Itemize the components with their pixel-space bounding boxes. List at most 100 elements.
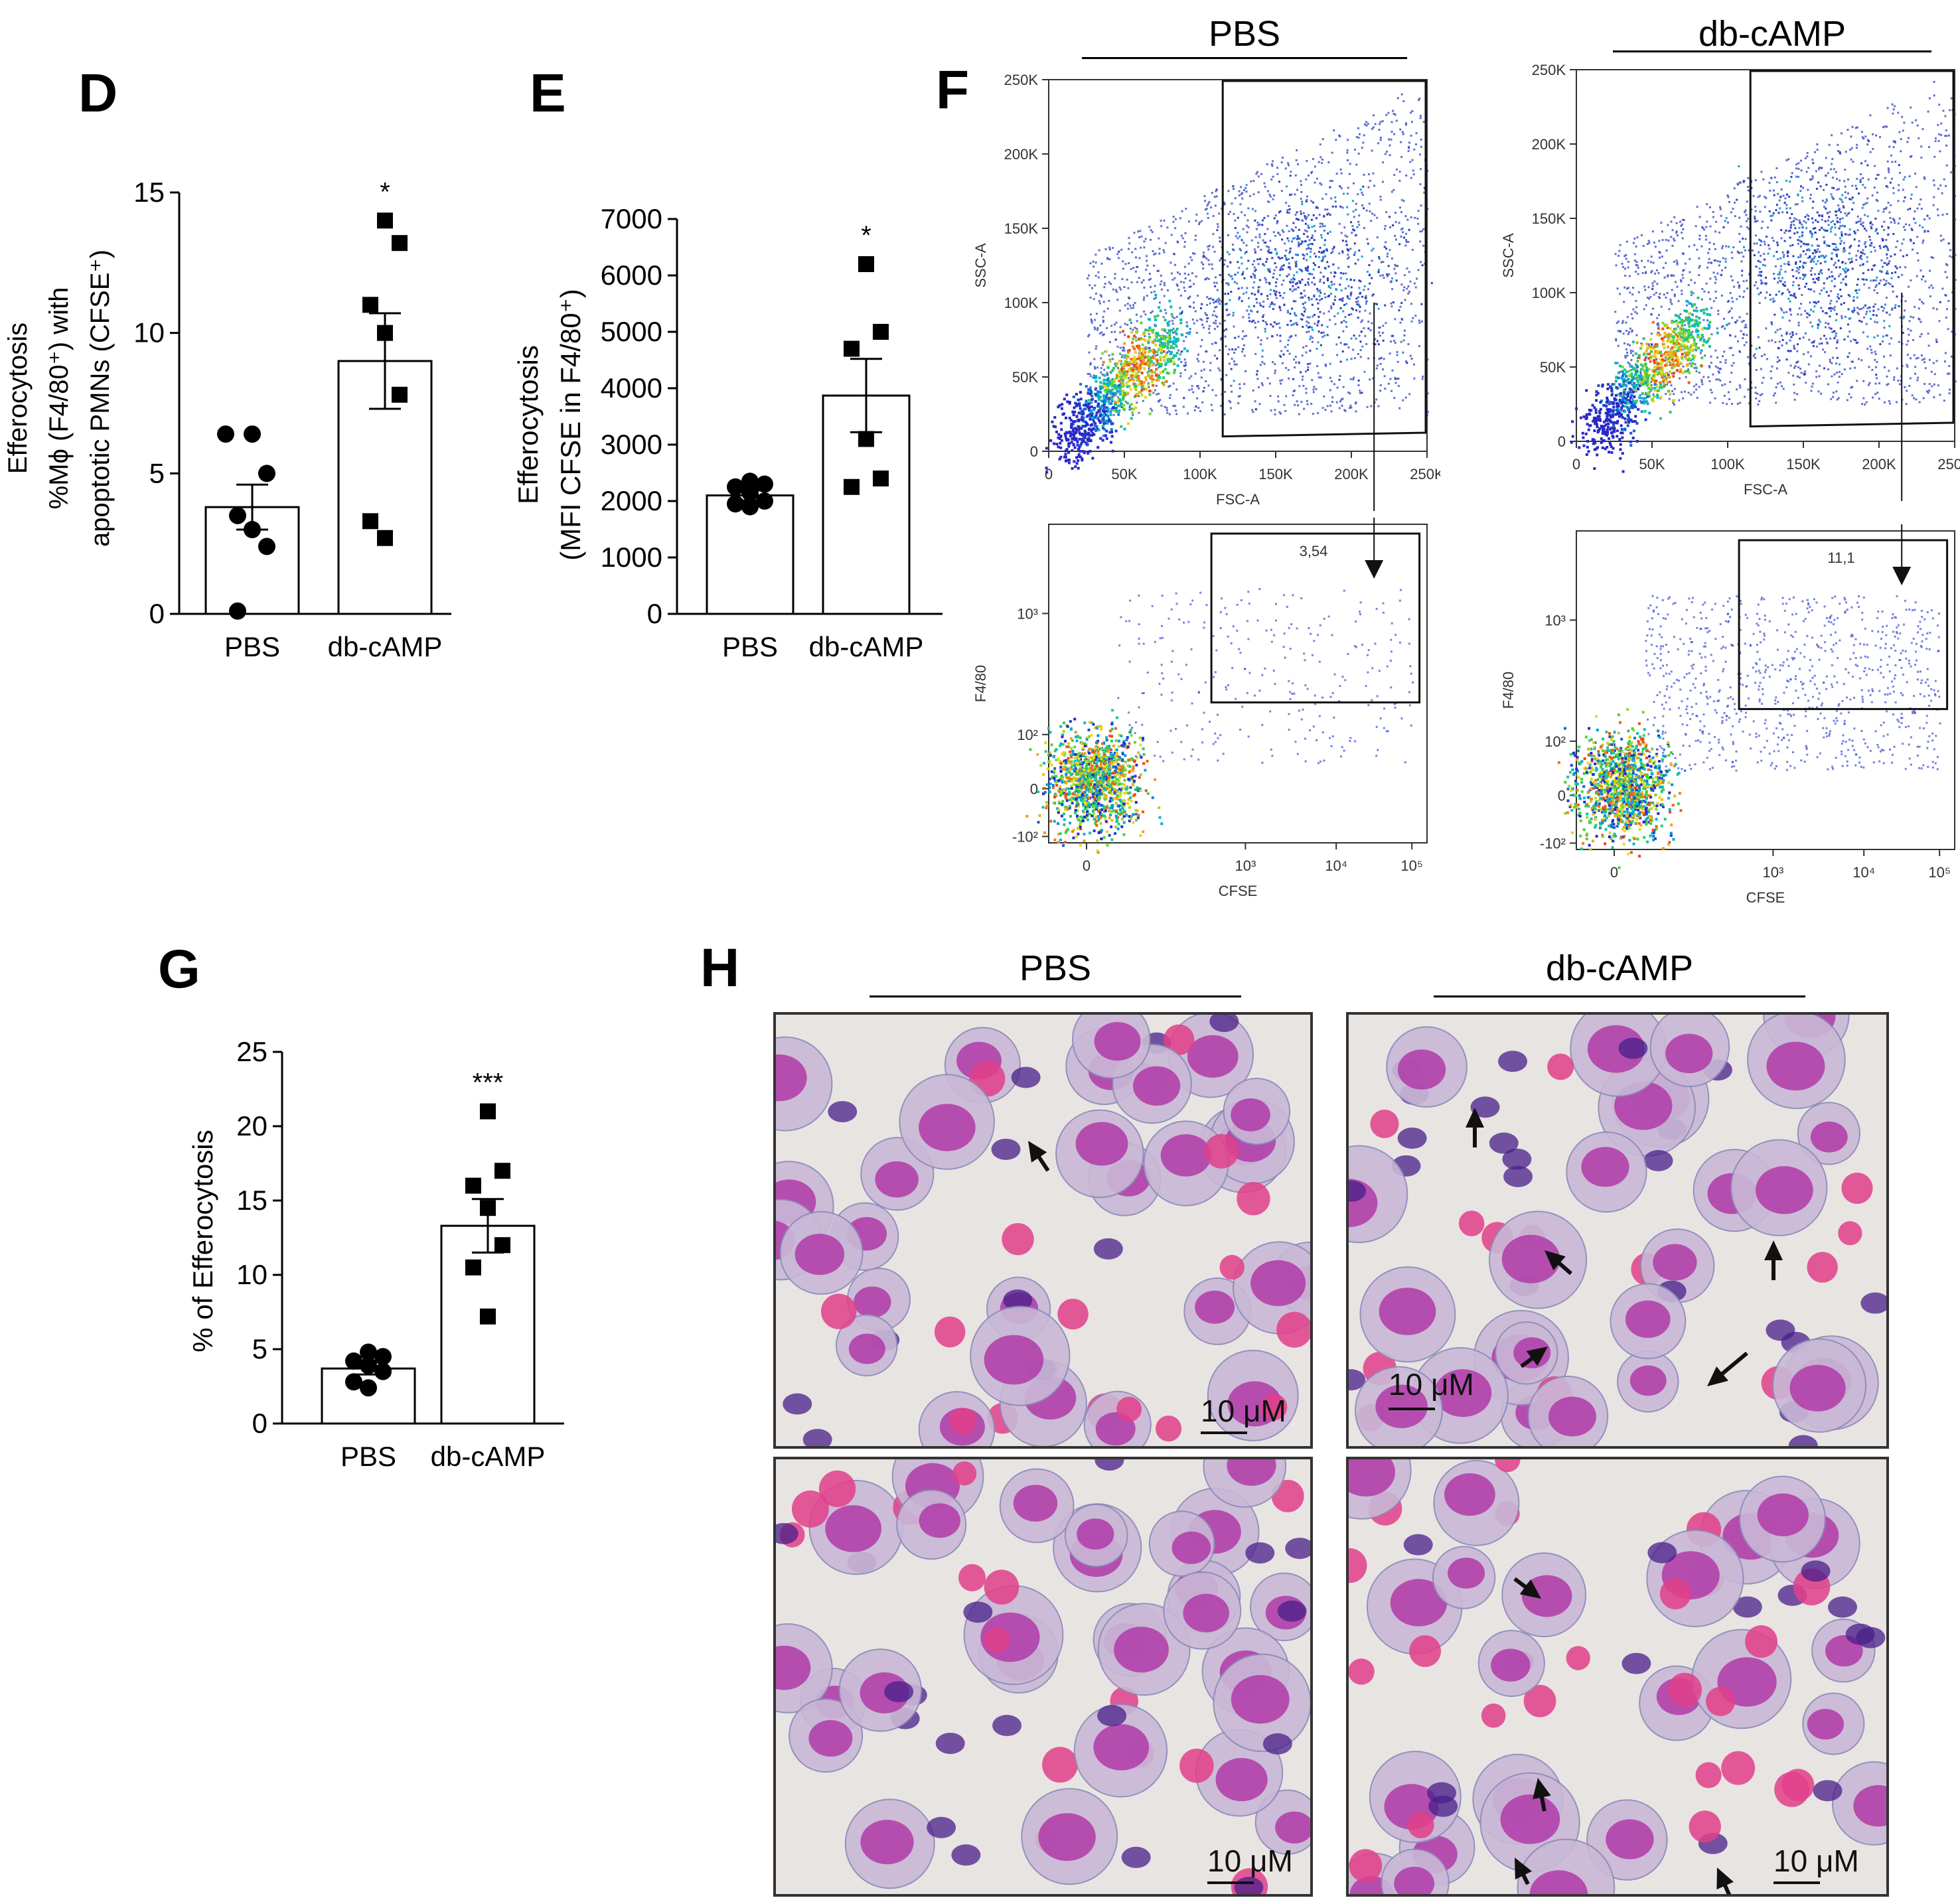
data-point	[494, 1237, 510, 1254]
category-label: db-cAMP	[431, 1441, 546, 1472]
y-tick-label: 150K	[1532, 210, 1566, 227]
category-label: PBS	[340, 1441, 396, 1472]
data-point	[727, 478, 744, 496]
scale-bar-dbcamp-2	[1773, 1881, 1820, 1884]
flow-plot-pbs-fsc-ssc: 0 50K 100K 150K 200K 250K 0 50K 100K 150K 200K 250K…	[972, 73, 1440, 511]
gate-value: 3,54	[1300, 543, 1328, 559]
data-point	[217, 425, 234, 443]
x-tick-label: 10⁴	[1325, 857, 1347, 874]
y-tick-label: 15	[236, 1185, 267, 1216]
y-tick-label: -10²	[1540, 835, 1566, 851]
data-point	[377, 530, 393, 546]
x-tick-label: 10⁵	[1928, 864, 1951, 881]
scatter-points	[1025, 588, 1414, 854]
x-tick-label: 0	[1083, 857, 1091, 874]
y-tick-label: 0	[1558, 787, 1566, 804]
x-tick-label: 0	[1045, 466, 1053, 482]
chart-d: 0 5 10 15 Efferocytosis %Mϕ (F4/80⁺) with apop…	[3, 177, 451, 662]
y-tick-label: 15	[133, 177, 165, 208]
significance-mark: *	[861, 221, 871, 250]
data-point	[244, 521, 261, 538]
category-label: db-cAMP	[328, 631, 443, 662]
y-tick-label: 7000	[601, 203, 662, 234]
x-tick-label: 10⁵	[1400, 857, 1423, 874]
y-tick-label: 10	[133, 317, 165, 348]
scale-label-pbs-1: 10 μM	[1201, 1394, 1286, 1428]
data-point	[756, 492, 773, 510]
histology-header-line-dbcamp	[1434, 995, 1805, 997]
y-tick-label: 3000	[601, 429, 662, 460]
x-tick-label: 100K	[1183, 466, 1217, 482]
x-tick-label: 50K	[1639, 456, 1665, 473]
data-point	[345, 1352, 362, 1370]
category-label: db-cAMP	[809, 631, 924, 662]
y-axis-label: (MFI CFSE in F4/80⁺)	[555, 289, 586, 561]
x-tick-label: 0	[1610, 864, 1618, 881]
x-tick-label: 10³	[1763, 864, 1784, 881]
data-point	[392, 235, 408, 252]
histology-header-dbcamp: db-cAMP	[1545, 948, 1694, 988]
x-tick-label: 200K	[1862, 456, 1896, 473]
arrow-head	[1545, 1250, 1566, 1271]
data-point	[480, 1308, 496, 1325]
scale-label-dbcamp-2: 10 μM	[1773, 1844, 1859, 1878]
arrow-head	[1519, 1579, 1541, 1599]
x-tick-label: 0	[1572, 456, 1580, 473]
y-tick-label: 200K	[1004, 146, 1039, 163]
data-point	[392, 386, 408, 403]
x-axis-label: FSC-A	[1216, 491, 1260, 508]
arrow-head	[1707, 1366, 1729, 1386]
scale-label-dbcamp-1: 10 μM	[1389, 1367, 1474, 1402]
y-tick-label: 0	[1030, 780, 1038, 797]
y-tick-label: 0	[1030, 443, 1038, 460]
y-axis-label: F4/80	[1500, 672, 1517, 709]
category-label: PBS	[224, 631, 280, 662]
data-point	[244, 425, 261, 443]
y-axis-label: Efferocytosis	[512, 345, 544, 504]
y-tick-label: 200K	[1532, 136, 1566, 153]
significance-mark: ***	[473, 1068, 504, 1098]
cells	[776, 1015, 1310, 1446]
y-tick-label: 50K	[1540, 359, 1566, 376]
y-tick-label: 10²	[1017, 727, 1038, 743]
y-axis-label: F4/80	[972, 665, 989, 702]
y-tick-label: 5	[252, 1333, 267, 1364]
flow-plot-pbs-cfse: 0 10³ 10⁴ 10⁵ -10² 0 10² 10³ CFSE F4/80 3,54	[972, 518, 1428, 899]
y-tick-label: 100K	[1532, 285, 1566, 301]
y-tick-label: 10³	[1017, 605, 1038, 622]
y-axis-label: % of Efferocytosis	[187, 1130, 218, 1352]
arrow-head	[1892, 567, 1912, 585]
data-point	[844, 478, 860, 495]
flow-plot-dbcamp-cfse: 0 10³ 10⁴ 10⁵ -10² 0 10² 10³ CFSE F4/80 11,1	[1500, 524, 1955, 906]
scale-label-pbs-2: 10 μM	[1207, 1844, 1293, 1878]
y-tick-label: 250K	[1532, 63, 1566, 78]
x-axis-label: CFSE	[1746, 889, 1785, 906]
data-point	[873, 324, 889, 340]
y-tick-label: 50K	[1012, 369, 1038, 386]
x-axis-label: FSC-A	[1744, 481, 1787, 498]
data-point	[360, 1343, 377, 1361]
data-point	[360, 1379, 377, 1397]
panel-label-h: H	[700, 938, 740, 998]
data-point	[480, 1103, 496, 1120]
x-tick-label: 200K	[1334, 466, 1369, 482]
cells	[1349, 1015, 1886, 1446]
significance-mark: *	[380, 177, 390, 206]
scatter-points	[1045, 93, 1433, 474]
bar-db-cAMP	[440, 1224, 536, 1425]
data-point	[858, 431, 874, 447]
y-tick-label: 1000	[601, 542, 662, 573]
y-tick-label: 6000	[601, 259, 662, 291]
chart-e: 0 1000 2000 3000 4000 5000 6000 7000 Efferocytos…	[512, 203, 942, 662]
category-label: PBS	[722, 631, 778, 662]
data-point	[362, 297, 378, 313]
arrow-head	[1028, 1141, 1047, 1163]
arrow-head	[1716, 1867, 1734, 1890]
y-axis-label: SSC-A	[1500, 233, 1517, 278]
data-point	[229, 602, 246, 620]
scale-bar-pbs-2	[1207, 1881, 1254, 1884]
x-tick-label: 100K	[1710, 456, 1745, 473]
data-point	[362, 513, 378, 530]
gate	[1749, 70, 1955, 428]
data-point	[858, 256, 874, 272]
